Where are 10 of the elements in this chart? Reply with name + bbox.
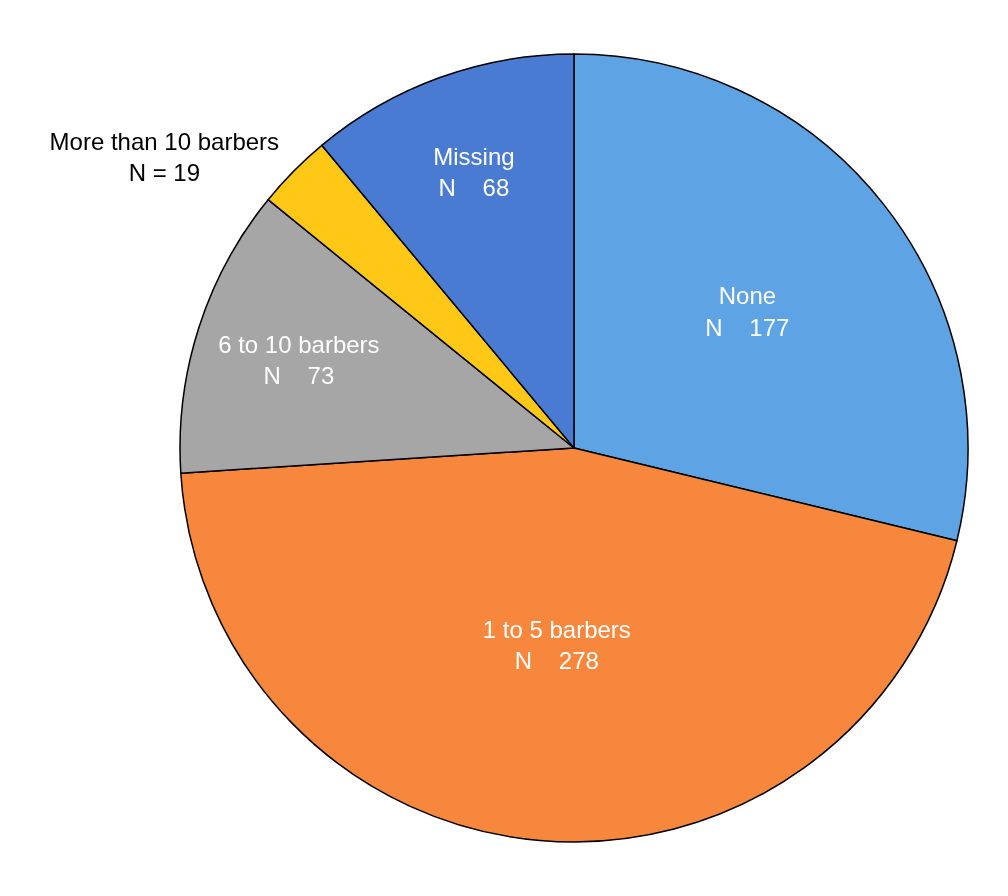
data-label: N 73 — [263, 362, 335, 390]
slice-label: 1 to 5 barbers — [482, 616, 631, 644]
slice-label: 6 to 10 barbers — [218, 331, 380, 359]
data-label: N = 19 — [128, 158, 201, 186]
data-label: N 68 — [438, 173, 510, 201]
slice-label: More than 10 barbers — [49, 127, 280, 155]
slice-label: Missing — [433, 142, 515, 170]
slice-label: None — [718, 282, 777, 310]
data-label: N 278 — [514, 647, 599, 675]
data-label: N 177 — [705, 313, 790, 341]
